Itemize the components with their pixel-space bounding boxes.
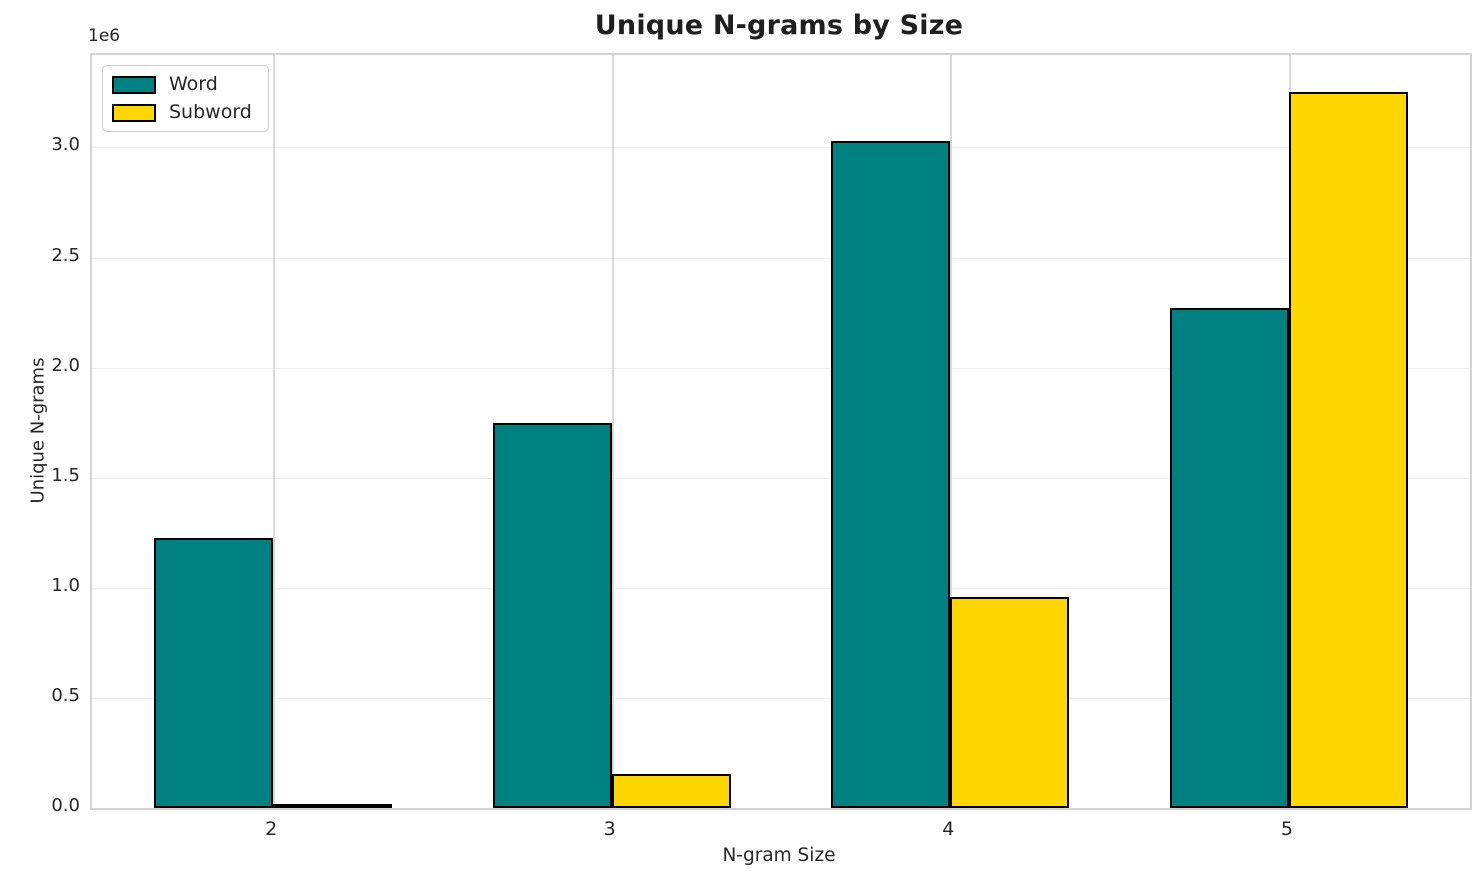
y-tick-label: 2.0 [51,354,80,376]
bar-word-3 [492,422,612,808]
x-tick-label: 2 [265,818,278,840]
bar-subword-3 [611,773,731,808]
x-gridline [950,55,953,808]
bar-word-2 [154,538,274,808]
y-tick-label: 1.0 [51,574,80,596]
x-tick-label: 4 [942,818,955,840]
y-gridline [92,477,1470,479]
y-tick-label: 0.5 [51,684,80,706]
y-tick-label: 1.5 [51,464,80,486]
y-gridline [92,257,1470,259]
bar-word-5 [1169,308,1289,808]
legend-item-word: Word [112,75,252,94]
y-gridline [92,367,1470,369]
legend: Word Subword [102,65,269,132]
bar-subword-2 [273,804,393,808]
legend-item-subword: Subword [112,103,252,122]
x-gridline [273,55,276,808]
bar-word-4 [831,140,951,808]
bar-subword-4 [950,596,1070,808]
legend-swatch-subword [112,103,156,122]
y-axis-offset-text: 1e6 [88,26,121,46]
legend-label: Subword [169,101,252,123]
x-gridline [611,55,614,808]
legend-label: Word [169,73,218,95]
y-tick-label: 2.5 [51,244,80,266]
y-gridline [92,697,1470,699]
plot-area: Word Subword [90,53,1472,810]
x-tick-label: 5 [1280,818,1293,840]
bar-subword-5 [1288,92,1408,808]
y-gridline [92,587,1470,589]
x-axis-label: N-gram Size [722,845,836,866]
y-tick-label: 0.0 [51,795,80,816]
y-gridline [92,147,1470,149]
chart-title: Unique N-grams by Size [594,10,964,41]
y-tick-label: 3.0 [51,134,80,156]
legend-swatch-word [112,75,156,94]
x-tick-label: 3 [603,818,616,840]
